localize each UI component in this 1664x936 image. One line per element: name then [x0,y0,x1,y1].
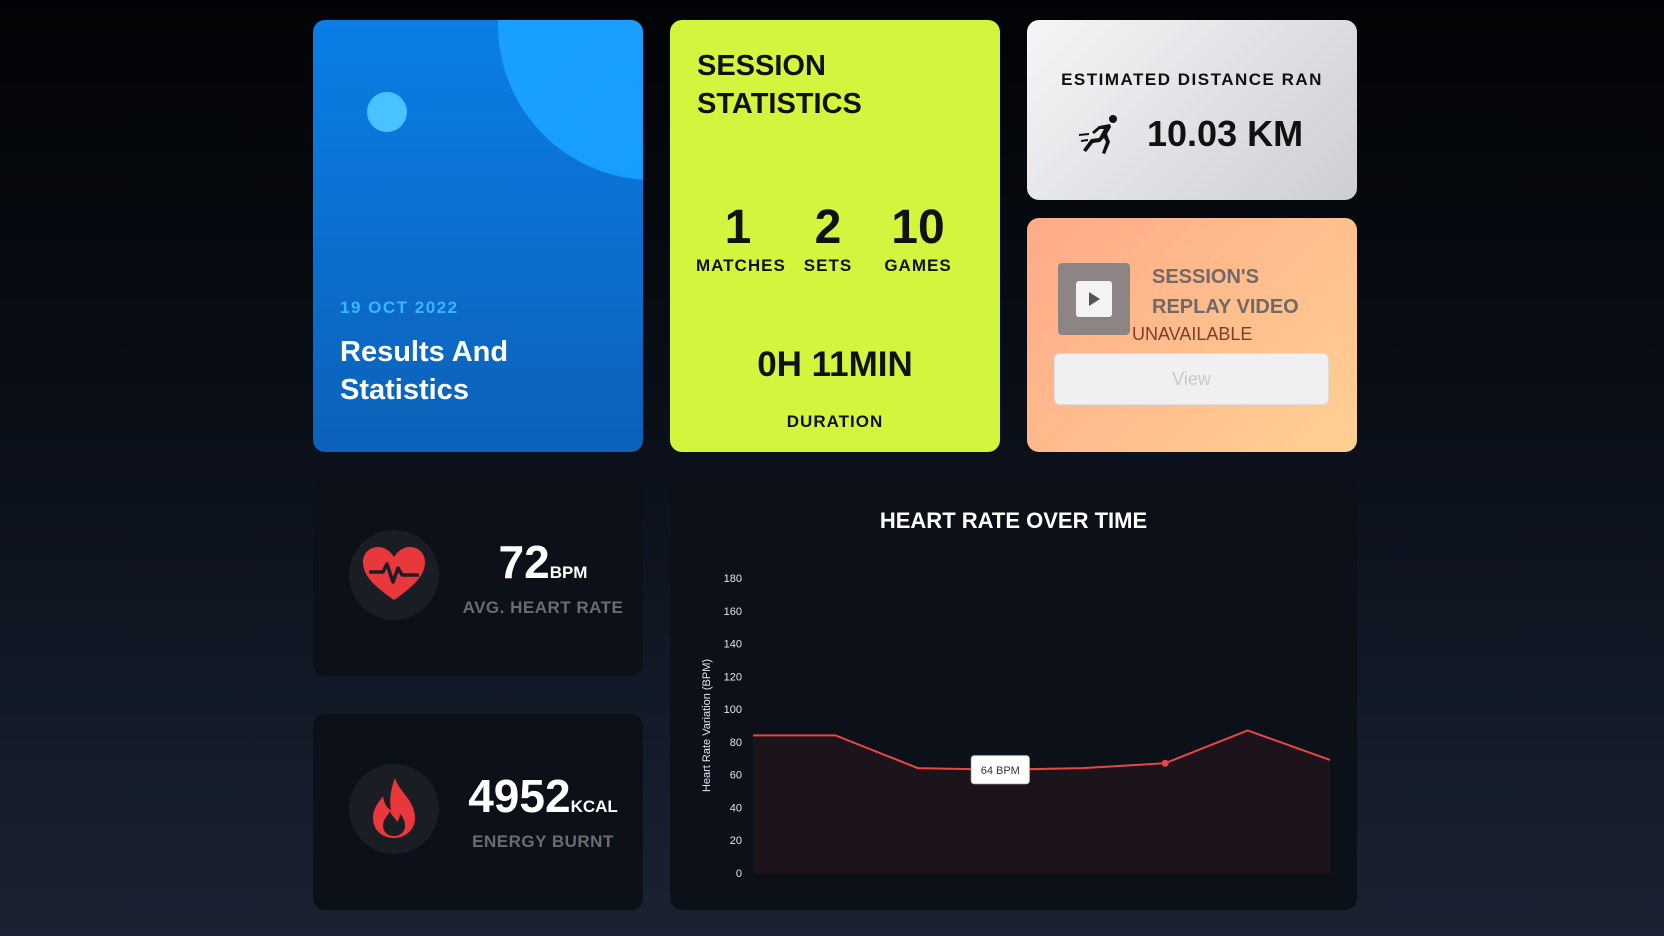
series-line [753,729,1331,771]
session-date: 19 OCT 2022 [340,298,459,317]
stat-value: 2 [814,201,842,254]
energy-metric: 4952KCAL [443,769,643,823]
decorative-dot [367,92,407,132]
page-title: Results And Statistics [340,336,509,406]
stat-matches: 1 MATCHES [696,198,786,276]
data-point [1161,759,1169,767]
y-tick-label: 160 [724,606,742,618]
view-button[interactable]: View [1054,353,1329,405]
y-tick-label: 20 [730,835,742,847]
stat-value: 10 [891,201,945,254]
stat-label: MATCHES [696,256,786,275]
session-statistics-title: SESSION STATISTICS [697,50,862,120]
stat-label: GAMES [884,256,952,275]
avg-heart-rate-unit: BPM [549,563,588,582]
play-icon [1076,281,1112,317]
stat-games: 10 GAMES [878,198,958,276]
y-tick-label: 0 [736,868,742,880]
replay-status: UNAVAILABLE [1132,324,1253,344]
chart-title: HEART RATE OVER TIME [879,508,1148,533]
stat-value: 1 [724,201,752,254]
session-statistics-card: SESSION STATISTICS 1 MATCHES 2 SETS 10 G… [670,20,1000,452]
y-tick-label: 40 [730,802,742,814]
video-thumbnail [1058,263,1130,335]
duration-value: 0H 11MIN [757,345,913,384]
stat-sets: 2 SETS [800,198,856,276]
tooltip-label: 64 BPM [981,765,1020,777]
y-tick-label: 140 [724,639,742,651]
energy-value: 4952 [468,770,571,822]
heart-rate-chart: 0 20 40 60 80 100 120 140 160 180 Heart Rate Varia… [701,573,1331,880]
runner-icon [1077,112,1123,163]
area-fill [753,730,1330,873]
energy-unit: KCAL [570,797,618,816]
stat-label: SETS [803,256,853,275]
results-card: 19 OCT 2022 Results And Statistics [313,20,643,452]
y-tick-label: 60 [730,770,742,782]
y-tick-label: 120 [724,671,742,683]
avg-heart-rate-label: AVG. HEART RATE [462,598,624,617]
replay-video-title: SESSION'S REPLAY VIDEO [1152,266,1299,318]
distance-card: ESTIMATED DISTANCE RAN 10.03 KM [1027,20,1357,200]
distance-value: 10.03 KM [1147,113,1304,154]
y-tick-label: 100 [724,704,742,716]
avg-heart-rate-value: 72 [498,536,550,588]
y-axis-label: Heart Rate Variation (BPM) [701,659,713,792]
decorative-circle [498,20,643,180]
y-tick-label: 80 [730,737,742,749]
avg-heart-rate-metric: 72BPM [443,535,643,589]
heart-rate-chart-card: HEART RATE OVER TIME 0 20 40 60 80 100 120 140 1… [670,480,1357,910]
energy-label: ENERGY BURNT [472,832,614,851]
flame-icon [349,764,439,854]
y-tick-label: 180 [724,573,742,585]
energy-burnt-card: 4952KCAL ENERGY BURNT [313,714,643,910]
replay-video-card: SESSION'S REPLAY VIDEO UNAVAILABLE View [1027,218,1357,452]
avg-heart-rate-card: 72BPM AVG. HEART RATE [313,480,643,676]
distance-label: ESTIMATED DISTANCE RAN [1061,70,1323,89]
heart-pulse-icon [349,530,439,620]
tooltip-box [970,755,1030,785]
duration-label: DURATION [786,412,884,431]
